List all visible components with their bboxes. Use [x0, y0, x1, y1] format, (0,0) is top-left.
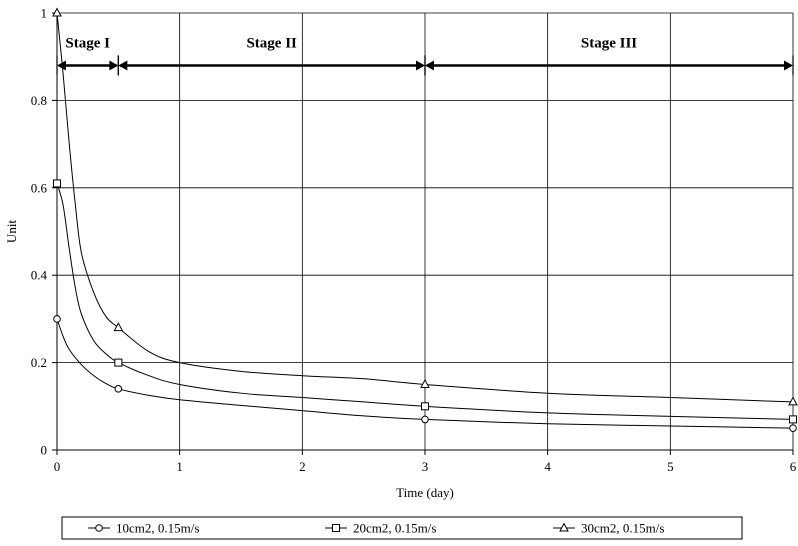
circle-marker: [789, 424, 797, 432]
triangle-marker: [559, 522, 569, 532]
axes: 0 1 2 3 4 5 6 0 0.2 0.4 0.6 0.8 1: [31, 6, 797, 475]
x-tick-label: 3: [422, 459, 429, 474]
stage-arrow-head-right: [416, 60, 425, 71]
series-2: [53, 179, 797, 424]
circle-marker: [114, 385, 123, 393]
square-marker: [53, 179, 61, 188]
y-tick-label: 0.4: [31, 268, 48, 283]
legend-item: 10cm2, 0.15m/s: [88, 521, 199, 536]
legend-label: 30cm2, 0.15m/s: [581, 521, 664, 536]
x-tick-label: 2: [299, 459, 306, 474]
y-tick-label: 0.8: [31, 93, 47, 108]
triangle-marker: [788, 396, 798, 406]
y-tick-label: 0.6: [31, 180, 48, 195]
stage-label: Stage I: [65, 35, 110, 51]
x-tick-label: 0: [54, 459, 61, 474]
series-lines: [52, 7, 798, 432]
stage-annotations: Stage I Stage II Stage III: [56, 35, 794, 76]
series-line: [56, 318, 794, 429]
stage-arrow-head-right: [109, 60, 119, 71]
circle-marker: [421, 415, 429, 424]
square-marker: [332, 524, 340, 532]
series-1: [53, 315, 797, 432]
y-tick-label: 1: [41, 6, 48, 21]
stage-arrow-head-left: [118, 60, 128, 71]
x-axis-label: Time (day): [396, 485, 454, 500]
legend: 10cm2, 0.15m/s 20cm2, 0.15m/s 30cm2, 0.15m…: [61, 516, 743, 540]
square-marker: [114, 358, 123, 367]
gridlines: [56, 12, 794, 451]
x-tick-label: 5: [667, 459, 674, 474]
triangle-marker: [52, 7, 62, 17]
series-3: [52, 7, 798, 406]
y-tick-label: 0.2: [31, 355, 47, 370]
stage-arrow-head-left: [57, 60, 66, 71]
legend-item: 30cm2, 0.15m/s: [553, 521, 664, 536]
y-axis-label: Unit: [4, 220, 19, 244]
series-line: [56, 12, 794, 403]
legend-label: 20cm2, 0.15m/s: [353, 521, 436, 536]
triangle-marker: [113, 322, 124, 332]
stage-label: Stage II: [246, 35, 297, 51]
legend-item: 20cm2, 0.15m/s: [325, 521, 436, 536]
stage-arrow-head-right: [784, 60, 793, 71]
square-marker: [421, 402, 429, 411]
x-tick-label: 4: [544, 459, 551, 474]
y-tick-label: 0: [41, 443, 48, 458]
x-tick-label: 1: [176, 459, 183, 474]
legend-label: 10cm2, 0.15m/s: [116, 521, 199, 536]
stage-label: Stage III: [581, 35, 637, 51]
square-marker: [789, 415, 797, 424]
x-tick-label: 6: [790, 459, 797, 474]
stage-arrow-head-left: [425, 60, 434, 71]
legend-box: [61, 516, 743, 540]
triangle-marker: [420, 378, 430, 388]
circle-marker: [53, 315, 61, 323]
circle-marker: [95, 524, 103, 532]
series-line: [56, 183, 794, 420]
